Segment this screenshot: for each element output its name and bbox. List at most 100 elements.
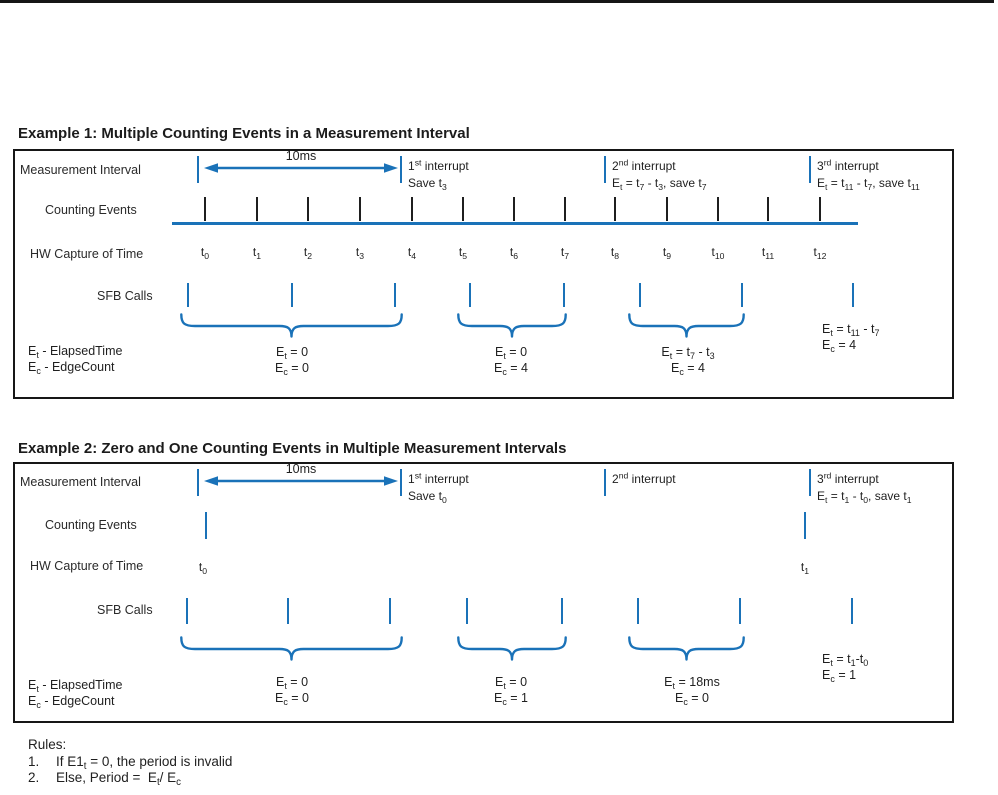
example-1-counting-event-tick	[306, 197, 310, 221]
example-2-title: Example 2: Zero and One Counting Events …	[18, 440, 567, 457]
example-1-counting-event-tick	[766, 197, 770, 221]
example-1-interrupt-2-tick	[603, 156, 607, 183]
example-1-sfb-call-tick	[638, 283, 642, 307]
example-2-row-label-measurement-interval: Measurement Interval	[20, 475, 141, 489]
example-2-legend-line: Et - ElapsedTime	[28, 678, 123, 694]
example-2-diagram-box	[13, 462, 954, 723]
example-2-sfb-call-tick	[850, 598, 854, 624]
example-2-row-label-counting-events: Counting Events	[45, 518, 137, 532]
example-1-interrupt-1-label-line: Save t3	[408, 176, 447, 192]
example-2-interrupt-1-label-line: Save t0	[408, 489, 447, 505]
example-1-counting-event-tick	[818, 197, 822, 221]
example-2-sfb-call-tick	[465, 598, 469, 624]
example-2-legend-line: Ec - EdgeCount	[28, 694, 115, 710]
example-2-hw-time-label: t1	[800, 560, 810, 576]
rule-2-text: Else, Period = Et/ Ec	[56, 770, 182, 789]
example-1-interval-brace	[180, 313, 403, 338]
example-2-result-3-line: Et = 18ms	[664, 675, 720, 691]
example-1-sfb-call-tick	[851, 283, 855, 307]
example-1-row-label-hw-capture-of-time: HW Capture of Time	[30, 247, 144, 261]
example-2-row-label-sfb-calls: SFB Calls	[97, 603, 153, 617]
example-1-hw-time-label: t6	[509, 245, 519, 261]
example-1-hw-time-label: t2	[303, 245, 313, 261]
example-1-result-3-line: Ec = 4	[670, 361, 706, 377]
rule-1-text: If E1t = 0, the period is invalid	[56, 754, 233, 773]
example-1-hw-time-label: t7	[560, 245, 570, 261]
example-1-sfb-call-tick	[468, 283, 472, 307]
example-2-interval-start-tick	[196, 469, 200, 496]
example-2-interrupt-2-tick	[603, 469, 607, 496]
example-1-result-2-line: Et = 0	[494, 345, 528, 361]
example-1-result-2-line: Ec = 4	[493, 361, 529, 377]
example-1-diagram-box	[13, 149, 954, 399]
example-1-interval-arrow	[204, 161, 398, 175]
example-1-interval-duration-label: 10ms	[285, 149, 317, 163]
example-2-interrupt-1-tick	[399, 469, 403, 496]
example-1-hw-time-label: t0	[200, 245, 210, 261]
example-1-interrupt-1-label-line: 1st interrupt	[408, 157, 469, 173]
example-2-result-4-line: Et = t1-t0	[822, 652, 869, 668]
example-1-hw-time-label: t9	[662, 245, 672, 261]
top-divider	[0, 0, 994, 3]
example-2-result-2-line: Ec = 1	[493, 691, 529, 707]
example-2-interval-arrow	[204, 474, 398, 488]
example-2-interrupt-3-label-line: Et = t1 - t0, save t1	[817, 489, 912, 505]
example-1-interval-brace	[457, 313, 567, 338]
example-1-hw-time-label: t10	[711, 245, 725, 261]
example-1-counting-event-tick	[665, 197, 669, 221]
example-1-result-1-line: Et = 0	[275, 345, 309, 361]
example-2-sfb-call-tick	[738, 598, 742, 624]
example-2-interval-brace	[180, 636, 403, 661]
example-2-counting-event-tick	[204, 512, 208, 539]
example-2-result-4-line: Ec = 1	[822, 668, 857, 684]
example-1-hw-time-label: t4	[407, 245, 417, 261]
example-1-interrupt-3-tick	[808, 156, 812, 183]
example-1-sfb-call-tick	[393, 283, 397, 307]
example-2-sfb-call-tick	[286, 598, 290, 624]
example-2-result-1-line: Ec = 0	[274, 691, 310, 707]
example-1-counting-event-tick	[203, 197, 207, 221]
example-2-sfb-call-tick	[560, 598, 564, 624]
example-1-interrupt-1-tick	[399, 156, 403, 183]
example-1-interrupt-2-label-line: Et = t7 - t3, save t7	[612, 176, 707, 192]
example-2-sfb-call-tick	[636, 598, 640, 624]
example-2-counting-event-tick	[803, 512, 807, 539]
example-1-counting-event-tick	[461, 197, 465, 221]
example-2-interrupt-3-tick	[808, 469, 812, 496]
example-2-result-3-line: Ec = 0	[674, 691, 710, 707]
example-1-counting-event-tick	[716, 197, 720, 221]
example-1-hw-time-label: t5	[458, 245, 468, 261]
example-1-result-3-line: Et = t7 - t3	[661, 345, 715, 361]
example-1-counting-baseline	[172, 222, 858, 225]
example-1-interval-start-tick	[196, 156, 200, 183]
example-1-row-label-counting-events: Counting Events	[45, 203, 137, 217]
example-1-sfb-call-tick	[562, 283, 566, 307]
rule-1-number: 1.	[28, 754, 40, 769]
example-1-hw-time-label: t12	[813, 245, 827, 261]
example-2-result-2-line: Et = 0	[494, 675, 528, 691]
example-1-interrupt-2-label-line: 2nd interrupt	[612, 157, 676, 173]
example-1-legend-line: Et - ElapsedTime	[28, 344, 123, 360]
example-1-result-4-line: Ec = 4	[822, 338, 857, 354]
example-2-row-label-hw-capture-of-time: HW Capture of Time	[30, 559, 144, 573]
example-1-counting-event-tick	[613, 197, 617, 221]
example-1-sfb-call-tick	[290, 283, 294, 307]
example-1-counting-event-tick	[563, 197, 567, 221]
example-2-hw-time-label: t0	[198, 560, 208, 576]
example-1-counting-event-tick	[358, 197, 362, 221]
example-1-counting-event-tick	[512, 197, 516, 221]
example-1-interrupt-3-label-line: 3rd interrupt	[817, 157, 879, 173]
example-1-result-4-line: Et = t11 - t7	[822, 322, 880, 338]
example-2-interval-duration-label: 10ms	[285, 462, 317, 476]
example-1-row-label-measurement-interval: Measurement Interval	[20, 163, 141, 177]
example-1-sfb-call-tick	[186, 283, 190, 307]
example-1-hw-time-label: t11	[761, 245, 775, 261]
rule-2-number: 2.	[28, 770, 40, 785]
rules-heading: Rules:	[28, 737, 67, 752]
example-1-interval-brace	[628, 313, 745, 338]
example-1-hw-time-label: t1	[252, 245, 262, 261]
example-2-sfb-call-tick	[388, 598, 392, 624]
example-2-interval-brace	[457, 636, 567, 661]
example-1-title: Example 1: Multiple Counting Events in a…	[18, 125, 470, 142]
